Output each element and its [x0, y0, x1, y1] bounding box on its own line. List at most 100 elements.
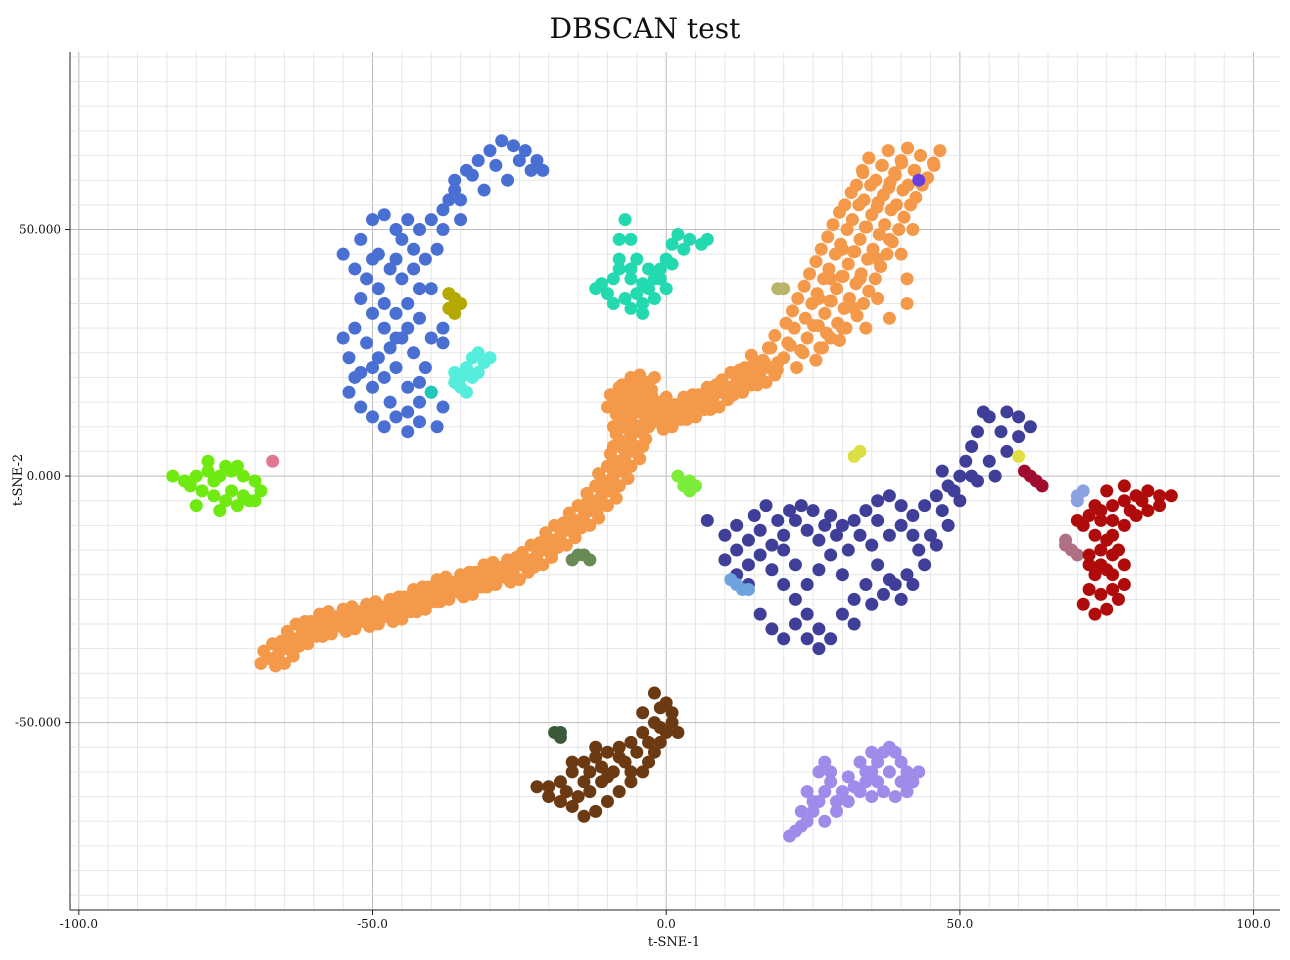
data-point — [859, 504, 873, 518]
data-point — [436, 336, 450, 350]
data-point — [1023, 420, 1037, 434]
data-point — [630, 252, 644, 266]
data-point — [847, 592, 861, 606]
data-point — [1000, 444, 1014, 458]
data-point — [965, 439, 979, 453]
data-point — [618, 213, 632, 227]
data-point — [542, 790, 556, 804]
data-point — [621, 442, 635, 456]
data-point — [853, 785, 867, 799]
data-point — [401, 213, 415, 227]
data-point — [918, 499, 932, 513]
data-point — [627, 398, 641, 412]
data-point — [835, 321, 849, 335]
data-point — [882, 528, 896, 542]
data-point — [835, 518, 849, 532]
data-point — [824, 509, 838, 523]
data-point — [818, 518, 832, 532]
data-point — [624, 410, 638, 424]
data-point — [189, 469, 203, 483]
data-point — [759, 499, 773, 513]
data-point — [800, 331, 814, 345]
data-point — [900, 272, 914, 286]
data-point — [395, 272, 409, 286]
data-point — [665, 237, 679, 251]
data-point — [1094, 513, 1108, 527]
data-point — [683, 474, 697, 488]
data-point — [412, 415, 426, 429]
data-point — [994, 425, 1008, 439]
data-point — [818, 785, 832, 799]
data-point — [845, 213, 859, 227]
data-point — [800, 607, 814, 621]
data-point — [888, 790, 902, 804]
data-point — [847, 301, 861, 315]
data-point — [254, 484, 268, 498]
data-point — [830, 282, 844, 296]
data-point — [853, 755, 867, 769]
data-point — [647, 370, 661, 384]
data-point — [959, 454, 973, 468]
data-point — [236, 489, 250, 503]
data-point — [612, 390, 626, 404]
data-point — [277, 637, 291, 651]
data-point — [779, 316, 793, 330]
data-point — [1012, 449, 1026, 463]
data-point — [1141, 484, 1155, 498]
data-point — [577, 809, 591, 823]
data-point — [592, 501, 606, 515]
data-point — [401, 296, 415, 310]
y-tick-label: 50.000 — [19, 223, 61, 237]
data-point — [935, 504, 949, 518]
data-point — [889, 198, 903, 212]
data-point — [374, 600, 388, 614]
data-point — [354, 292, 368, 306]
data-point — [630, 745, 644, 759]
x-tick-label: 50.0 — [947, 917, 974, 931]
data-point — [207, 489, 221, 503]
data-point — [730, 518, 744, 532]
data-point — [1153, 499, 1167, 513]
data-point — [859, 578, 873, 592]
data-point — [336, 247, 350, 261]
data-point — [389, 306, 403, 320]
data-point — [647, 686, 661, 700]
data-point — [609, 491, 623, 505]
data-point — [457, 590, 471, 604]
data-point — [818, 306, 832, 320]
data-point — [871, 775, 885, 789]
data-point — [536, 538, 550, 552]
data-point — [1070, 548, 1084, 562]
data-point — [471, 366, 485, 380]
data-point — [859, 775, 873, 789]
data-point — [750, 378, 764, 392]
data-point — [822, 262, 836, 276]
data-point — [1094, 543, 1108, 557]
data-point — [621, 472, 635, 486]
data-point — [988, 469, 1002, 483]
data-point — [436, 203, 450, 217]
data-point — [600, 459, 614, 473]
data-point — [835, 269, 849, 283]
data-point — [853, 232, 867, 246]
data-point — [612, 252, 626, 266]
data-point — [424, 213, 438, 227]
data-point — [918, 558, 932, 572]
data-point — [492, 560, 506, 574]
data-point — [741, 582, 755, 596]
data-point — [565, 755, 579, 769]
data-point — [542, 780, 556, 794]
data-point — [539, 526, 553, 540]
data-point — [398, 590, 412, 604]
data-point — [683, 232, 697, 246]
data-point — [788, 617, 802, 631]
data-point — [824, 331, 838, 345]
data-point — [812, 642, 826, 656]
data-point — [797, 279, 811, 293]
data-point — [612, 232, 626, 246]
data-point — [436, 321, 450, 335]
data-point — [636, 296, 650, 310]
data-point — [800, 523, 814, 537]
data-point — [424, 282, 438, 296]
data-point — [858, 220, 872, 234]
